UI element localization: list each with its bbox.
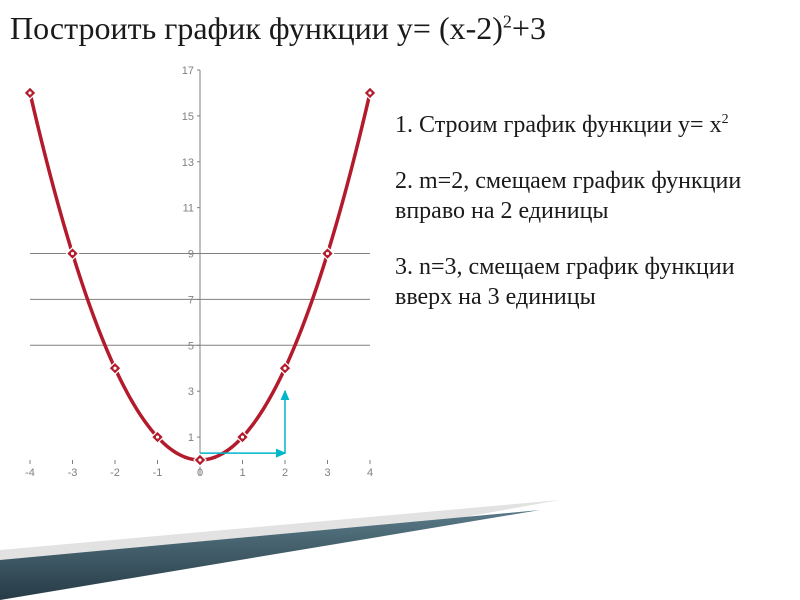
svg-text:0: 0 [197,467,203,479]
svg-text:2: 2 [282,467,288,479]
svg-text:9: 9 [188,249,194,261]
step-1-text: 1. Строим график функции y= x [395,112,722,138]
chart-svg: -4-3-2-1012341357911131517 [10,60,390,500]
svg-text:7: 7 [188,294,194,306]
svg-text:5: 5 [188,340,194,352]
parabola-chart: -4-3-2-1012341357911131517 [10,60,390,500]
svg-text:4: 4 [367,467,373,479]
step-2: 2. m=2, смещаем график функции вправо на… [395,166,795,226]
svg-text:3: 3 [324,467,330,479]
svg-text:1: 1 [188,432,194,444]
svg-text:-4: -4 [25,467,35,479]
title-exp: 2 [503,11,512,31]
svg-text:15: 15 [182,111,194,123]
step-1-exp: 2 [722,112,729,127]
svg-text:1: 1 [239,467,245,479]
title-prefix: Построить график функции y= (x-2) [10,10,503,46]
steps-panel: 1. Строим график функции y= x2 2. m=2, с… [395,110,795,338]
step-3: 3. n=3, смещаем график функции вверх на … [395,252,795,312]
page-title: Построить график функции y= (x-2)2+3 [0,0,800,47]
svg-text:11: 11 [183,203,194,215]
svg-text:13: 13 [182,157,194,169]
svg-text:-3: -3 [68,467,78,479]
decorative-wedge [0,480,800,600]
svg-text:3: 3 [188,386,194,398]
title-suffix: +3 [512,10,546,46]
svg-text:-1: -1 [153,467,163,479]
step-1: 1. Строим график функции y= x2 [395,110,795,140]
svg-text:-2: -2 [110,467,120,479]
svg-text:17: 17 [182,65,194,77]
